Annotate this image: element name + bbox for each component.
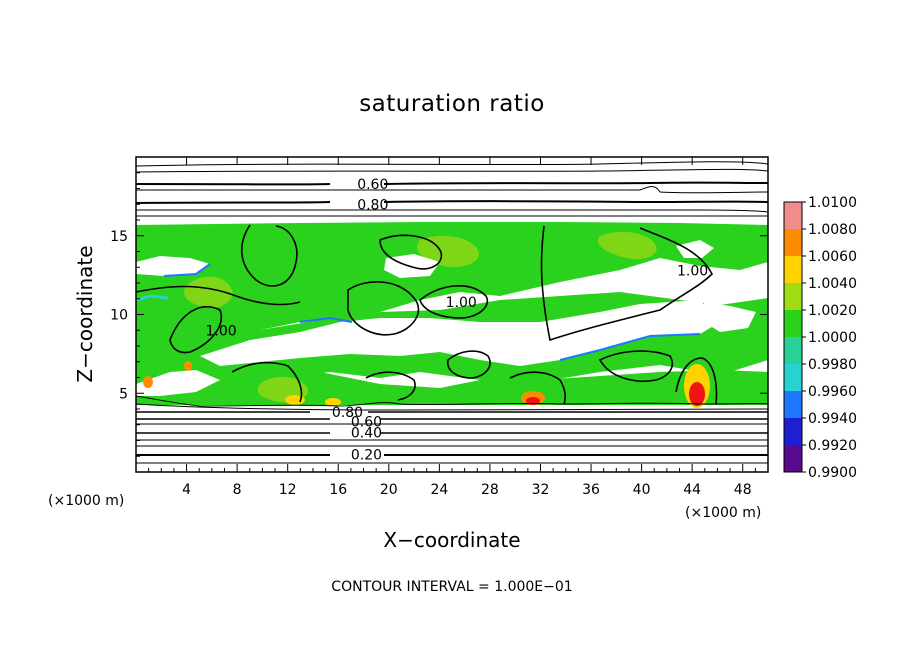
- contour-100-m: [365, 371, 416, 401]
- y-axis-ticks: 5 10 15: [110, 172, 768, 457]
- colorbar-label: 0.9900: [808, 465, 857, 481]
- colorbar-swatch: [784, 445, 802, 472]
- x-tick-label: 40: [633, 482, 651, 498]
- y-tick-label: 5: [119, 386, 128, 402]
- contour-lines: [136, 161, 768, 464]
- gap-left-lower: [136, 370, 220, 396]
- contour-label: 0.80: [332, 405, 363, 421]
- x-tick-label: 4: [182, 482, 191, 498]
- x-tick-label: 12: [279, 482, 297, 498]
- colorbar-swatch: [784, 418, 802, 445]
- contour-100-i: [509, 371, 566, 405]
- patch-3: [598, 231, 657, 260]
- x-axis-label: X−coordinate: [383, 528, 520, 552]
- gap-left-upper: [136, 256, 210, 276]
- x-unit-right: (×1000 m): [685, 505, 761, 521]
- x-tick-label: 20: [380, 482, 398, 498]
- contour-label: 1.00: [206, 323, 237, 339]
- x-tick-label: 44: [683, 482, 701, 498]
- colorbar-label: 1.0040: [808, 276, 857, 292]
- saturation-field: 0.600.801.001.001.000.800.600.400.20: [136, 157, 768, 472]
- colorbar-swatch: [784, 310, 802, 337]
- colorbar-label: 0.9920: [808, 438, 857, 454]
- contour-base-1: [136, 395, 768, 407]
- x-axis-ticks: 4 8 12 16 20 24 28 32 36 40 44 48: [148, 157, 756, 498]
- x-tick-label: 16: [329, 482, 347, 498]
- y-tick-label: 15: [110, 229, 128, 245]
- contour-100-k: [598, 350, 674, 382]
- colorbar-swatch: [784, 283, 802, 310]
- contour-100-h: [231, 361, 303, 403]
- contour-100-j: [675, 357, 718, 405]
- contour-label: 0.80: [357, 197, 388, 213]
- patch-1: [183, 276, 233, 309]
- contour-100-g: [379, 234, 443, 270]
- contour-top-1: [136, 161, 768, 167]
- contour-060: [136, 181, 768, 186]
- x-tick-label: 48: [734, 482, 752, 498]
- contour-label: 0.20: [351, 448, 382, 464]
- gap-mid-upper: [384, 254, 440, 278]
- subsaturated-edge-2: [559, 333, 701, 361]
- hotspot-44-core: [689, 382, 705, 406]
- contour-label: 0.60: [357, 177, 388, 193]
- contour-080: [136, 200, 768, 204]
- x-tick-label: 28: [481, 482, 499, 498]
- contour-100-c: [347, 281, 420, 336]
- x-tick-label: 8: [233, 482, 242, 498]
- contour-label: 1.00: [677, 263, 708, 279]
- colorbar-swatch: [784, 364, 802, 391]
- contour-base-2: [136, 403, 768, 411]
- contour-interval-note: CONTOUR INTERVAL = 1.000E−01: [331, 579, 572, 595]
- colorbar-label: 1.0080: [808, 222, 857, 238]
- x-tick-label: 32: [532, 482, 550, 498]
- gap-diagonal: [200, 300, 720, 366]
- chart-title: saturation ratio: [359, 91, 545, 117]
- colorbar: 0.9900 0.9920 0.9940 0.9960 0.9980 1.0000 1.00…: [783, 195, 857, 481]
- contour-100-b: [136, 285, 301, 306]
- gap-upper-right: [676, 240, 714, 258]
- subsaturated-edge-4: [299, 316, 353, 323]
- colorbar-swatch: [784, 337, 802, 364]
- colorbar-label: 0.9940: [808, 411, 857, 427]
- colorbar-label: 1.0060: [808, 249, 857, 265]
- colorbar-label: 1.0100: [808, 195, 857, 211]
- contour-100-d: [419, 285, 489, 319]
- x-unit-left: (×1000 m): [48, 493, 124, 509]
- y-tick-label: 10: [110, 308, 128, 324]
- colorbar-swatch: [784, 256, 802, 283]
- patch-2: [417, 235, 480, 268]
- y-axis-label: Z−coordinate: [73, 245, 97, 382]
- contour-100-f: [169, 305, 223, 354]
- hotspot-13: [285, 395, 305, 405]
- gap-right: [704, 302, 756, 332]
- contour-top-2: [136, 168, 768, 173]
- contour-label: 1.00: [446, 295, 477, 311]
- hotspot-32-core: [526, 397, 540, 405]
- contour-100-e: [540, 225, 713, 342]
- subsaturated-edge-1: [163, 263, 211, 277]
- contour-label: 0.60: [351, 415, 382, 431]
- hotspot-4: [184, 361, 192, 371]
- contour-labels: 0.600.801.001.001.000.800.600.400.20: [206, 177, 709, 464]
- contour-label: 0.40: [351, 426, 382, 442]
- hotspot-16: [325, 398, 341, 406]
- colorbar-label: 1.0000: [808, 330, 857, 346]
- contour-100-l: [447, 350, 491, 379]
- colorbar-label: 1.0020: [808, 303, 857, 319]
- subsaturated-edge-3: [136, 294, 169, 302]
- colorbar-swatch: [784, 229, 802, 256]
- hotspot-1: [143, 376, 153, 388]
- colorbar-swatch: [784, 391, 802, 418]
- colorbar-swatch: [784, 202, 802, 229]
- x-tick-label: 24: [430, 482, 448, 498]
- contour-100-a: [241, 224, 298, 287]
- contour-top-3: [136, 186, 768, 194]
- colorbar-label: 0.9960: [808, 384, 857, 400]
- colorbar-label: 0.9980: [808, 357, 857, 373]
- x-tick-label: 36: [582, 482, 600, 498]
